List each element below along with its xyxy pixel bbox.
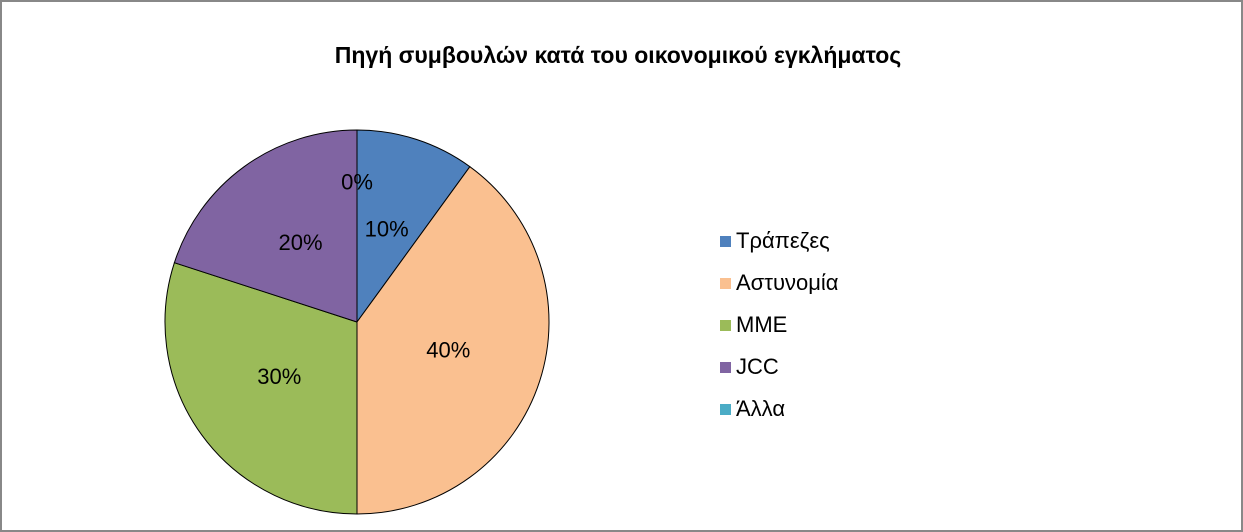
data-label: 40%: [426, 337, 470, 362]
legend-label: Τράπεζες: [736, 228, 830, 253]
legend-swatch: [720, 362, 731, 373]
legend-swatch: [720, 278, 731, 289]
data-label: 20%: [279, 230, 323, 255]
data-label: 0%: [341, 170, 373, 195]
legend-swatch: [720, 236, 731, 247]
data-label: 30%: [257, 364, 301, 389]
legend-label: Αστυνομία: [736, 270, 839, 295]
pie-slice: [356, 165, 550, 515]
pie-slice: [164, 262, 358, 515]
legend-swatch: [720, 404, 731, 415]
chart-title: Πηγή συμβουλών κατά του οικονομικού εγκλ…: [335, 42, 901, 68]
pie-slice: [173, 129, 358, 323]
data-label: 10%: [365, 217, 409, 242]
pie-slice: [356, 129, 471, 324]
legend-label: JCC: [736, 354, 779, 379]
legend-label: ΜΜΕ: [736, 312, 787, 337]
legend-label: Άλλα: [736, 396, 785, 421]
legend-swatch: [720, 320, 731, 331]
